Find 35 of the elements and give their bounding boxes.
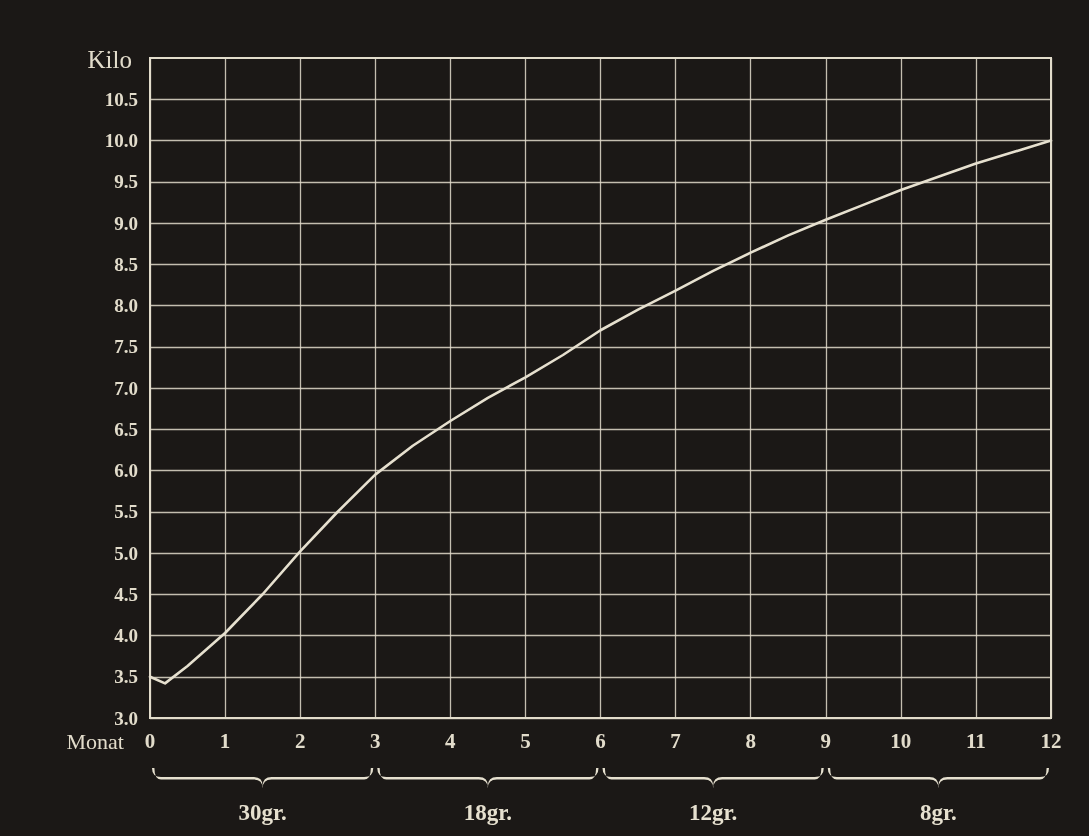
x-tick-label: 5 [520, 728, 531, 753]
y-tick-label: 7.5 [114, 336, 138, 358]
y-tick-label: 5.5 [114, 501, 138, 523]
x-tick-label: 7 [670, 728, 681, 753]
y-tick-label: 9.5 [114, 171, 138, 193]
x-tick-label: 2 [294, 728, 306, 753]
y-tick-label: 6.0 [114, 460, 138, 481]
y-tick-label: 3.0 [114, 707, 138, 729]
x-tick-label: 4 [445, 728, 457, 753]
x-tick-label: 1 [219, 728, 231, 753]
text: 8gr. [919, 800, 957, 825]
x-tick-label: 9 [820, 728, 831, 753]
y-tick-label: 7.0 [114, 377, 138, 399]
y-tick-label: 10.0 [104, 130, 138, 151]
y-tick-label: 9.0 [114, 212, 138, 234]
text: 30gr. [238, 800, 287, 825]
y-tick-label: 6.5 [114, 418, 138, 440]
y-axis-title: Kilo [87, 46, 132, 73]
y-tick-label: 4.0 [114, 625, 138, 646]
x-tick-label: 10 [890, 728, 912, 753]
text: 18gr. [463, 800, 513, 825]
x-tick-label: 12 [1040, 728, 1062, 753]
text: 12gr. [688, 800, 738, 825]
y-tick-label: 4.5 [114, 583, 138, 605]
y-tick-label: 10.5 [104, 88, 138, 110]
x-tick-label: 0 [144, 728, 156, 753]
x-tick-label: 6 [595, 728, 606, 753]
x-tick-label: 11 [965, 728, 986, 753]
x-tick-label: 3 [370, 728, 381, 753]
y-tick-label: 3.5 [114, 666, 138, 688]
x-tick-label: 8 [745, 728, 756, 753]
y-tick-label: 5.0 [114, 542, 138, 564]
x-axis-title: Monat [66, 728, 124, 754]
y-tick-label: 8.5 [114, 253, 138, 275]
y-tick-label: 8.0 [114, 295, 138, 316]
